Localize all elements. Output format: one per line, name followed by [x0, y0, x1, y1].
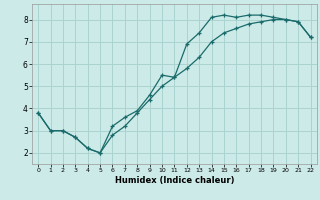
X-axis label: Humidex (Indice chaleur): Humidex (Indice chaleur)	[115, 176, 234, 185]
